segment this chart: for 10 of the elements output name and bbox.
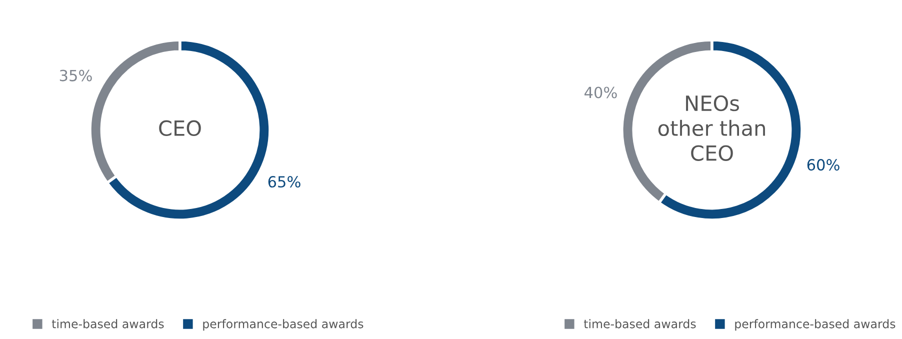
- data-label: 65%: [268, 176, 300, 188]
- text: NEOs other than CEO: [658, 95, 765, 161]
- legend-label: time-based awards: [584, 319, 696, 328]
- text: CEO: [159, 120, 201, 136]
- legend-label: performance-based awards: [203, 319, 364, 331]
- data-label: 35%: [60, 70, 92, 82]
- legend-label: time-based awards: [52, 319, 164, 328]
- legend-label: performance-based awards: [735, 319, 896, 331]
- data-label: 40%: [584, 86, 617, 98]
- data-label: 60%: [807, 159, 840, 171]
